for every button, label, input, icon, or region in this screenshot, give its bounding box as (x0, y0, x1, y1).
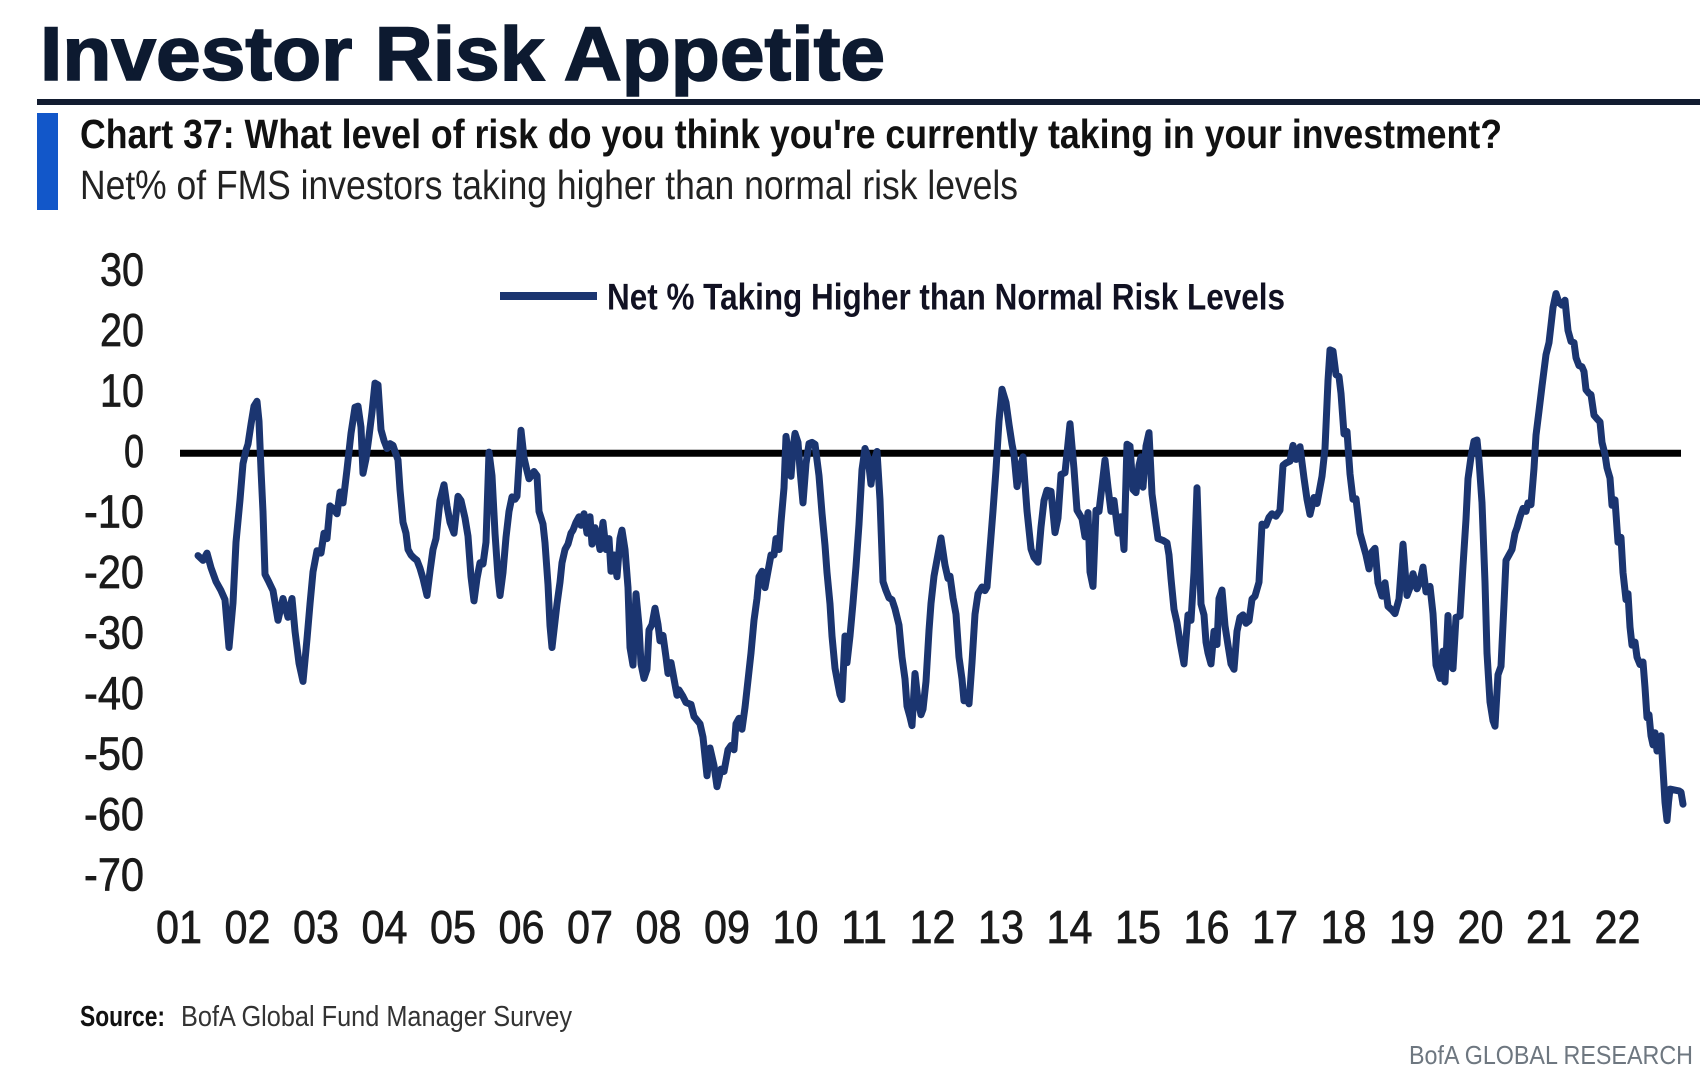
svg-text:05: 05 (430, 901, 476, 953)
svg-text:03: 03 (293, 901, 339, 953)
svg-text:-40: -40 (84, 667, 144, 719)
svg-text:16: 16 (1184, 901, 1230, 953)
svg-text:21: 21 (1526, 901, 1572, 953)
svg-text:Net% of FMS investors taking h: Net% of FMS investors taking higher than… (80, 162, 1018, 208)
svg-text:BofA Global Fund Manager Surve: BofA Global Fund Manager Survey (181, 1001, 572, 1033)
svg-text:11: 11 (841, 901, 887, 953)
svg-text:19: 19 (1389, 901, 1435, 953)
svg-text:Net % Taking Higher than Norma: Net % Taking Higher than Normal Risk Lev… (607, 277, 1285, 318)
svg-text:-50: -50 (84, 728, 144, 780)
svg-text:-30: -30 (84, 607, 144, 659)
svg-text:15: 15 (1115, 901, 1161, 953)
svg-text:09: 09 (704, 901, 750, 953)
svg-text:14: 14 (1047, 901, 1093, 953)
svg-text:30: 30 (100, 244, 144, 296)
svg-text:07: 07 (567, 901, 613, 953)
svg-text:Investor Risk Appetite: Investor Risk Appetite (40, 12, 885, 97)
svg-text:18: 18 (1321, 901, 1367, 953)
svg-text:12: 12 (910, 901, 956, 953)
svg-text:10: 10 (100, 365, 144, 417)
svg-text:-60: -60 (84, 788, 144, 840)
svg-text:17: 17 (1252, 901, 1298, 953)
svg-text:13: 13 (978, 901, 1024, 953)
svg-text:08: 08 (636, 901, 682, 953)
svg-text:Chart 37: What level of risk d: Chart 37: What level of risk do you thin… (80, 111, 1502, 157)
svg-text:0: 0 (124, 425, 144, 477)
svg-text:01: 01 (156, 901, 202, 953)
svg-text:06: 06 (499, 901, 545, 953)
svg-text:20: 20 (100, 304, 144, 356)
svg-text:10: 10 (773, 901, 819, 953)
svg-text:-20: -20 (84, 546, 144, 598)
svg-text:20: 20 (1458, 901, 1504, 953)
svg-text:22: 22 (1595, 901, 1641, 953)
svg-text:Source:: Source: (80, 1001, 165, 1033)
svg-text:04: 04 (362, 901, 408, 953)
svg-text:-10: -10 (84, 486, 144, 538)
svg-text:-70: -70 (84, 849, 144, 901)
svg-text:02: 02 (225, 901, 271, 953)
svg-text:BofA GLOBAL RESEARCH: BofA GLOBAL RESEARCH (1409, 1040, 1693, 1070)
